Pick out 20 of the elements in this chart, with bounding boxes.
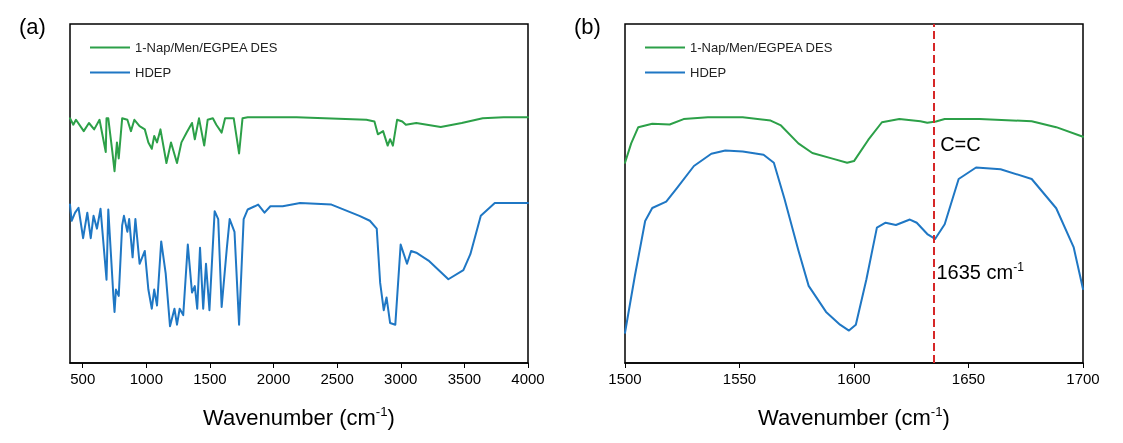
legend-label: 1-Nap/Men/EGPEA DES <box>690 40 833 55</box>
x-tick-label: 1700 <box>1066 370 1100 387</box>
x-tick-label: 4000 <box>511 370 545 387</box>
x-tick-label: 1000 <box>129 370 164 387</box>
ref-line-label: C=C <box>940 133 981 156</box>
legend-label: HDEP <box>135 65 172 80</box>
x-tick-label: 1600 <box>837 370 871 387</box>
x-tick-label: 2000 <box>256 370 291 387</box>
legend-label: 1-Nap/Men/EGPEA DES <box>135 40 278 55</box>
x-tick-label: 1500 <box>608 370 642 387</box>
x-tick-label: 2500 <box>320 370 354 387</box>
x-tick-label: 1550 <box>722 370 757 387</box>
x-tick-label: 500 <box>70 370 96 387</box>
chart-title: (b) <box>574 13 601 39</box>
x-tick-label: 1650 <box>951 370 986 387</box>
x-tick-label: 1500 <box>193 370 227 387</box>
x-tick-label: 3500 <box>447 370 482 387</box>
chart-title: (a) <box>19 13 46 39</box>
legend-label: HDEP <box>690 65 727 80</box>
x-tick-label: 3000 <box>384 370 418 387</box>
